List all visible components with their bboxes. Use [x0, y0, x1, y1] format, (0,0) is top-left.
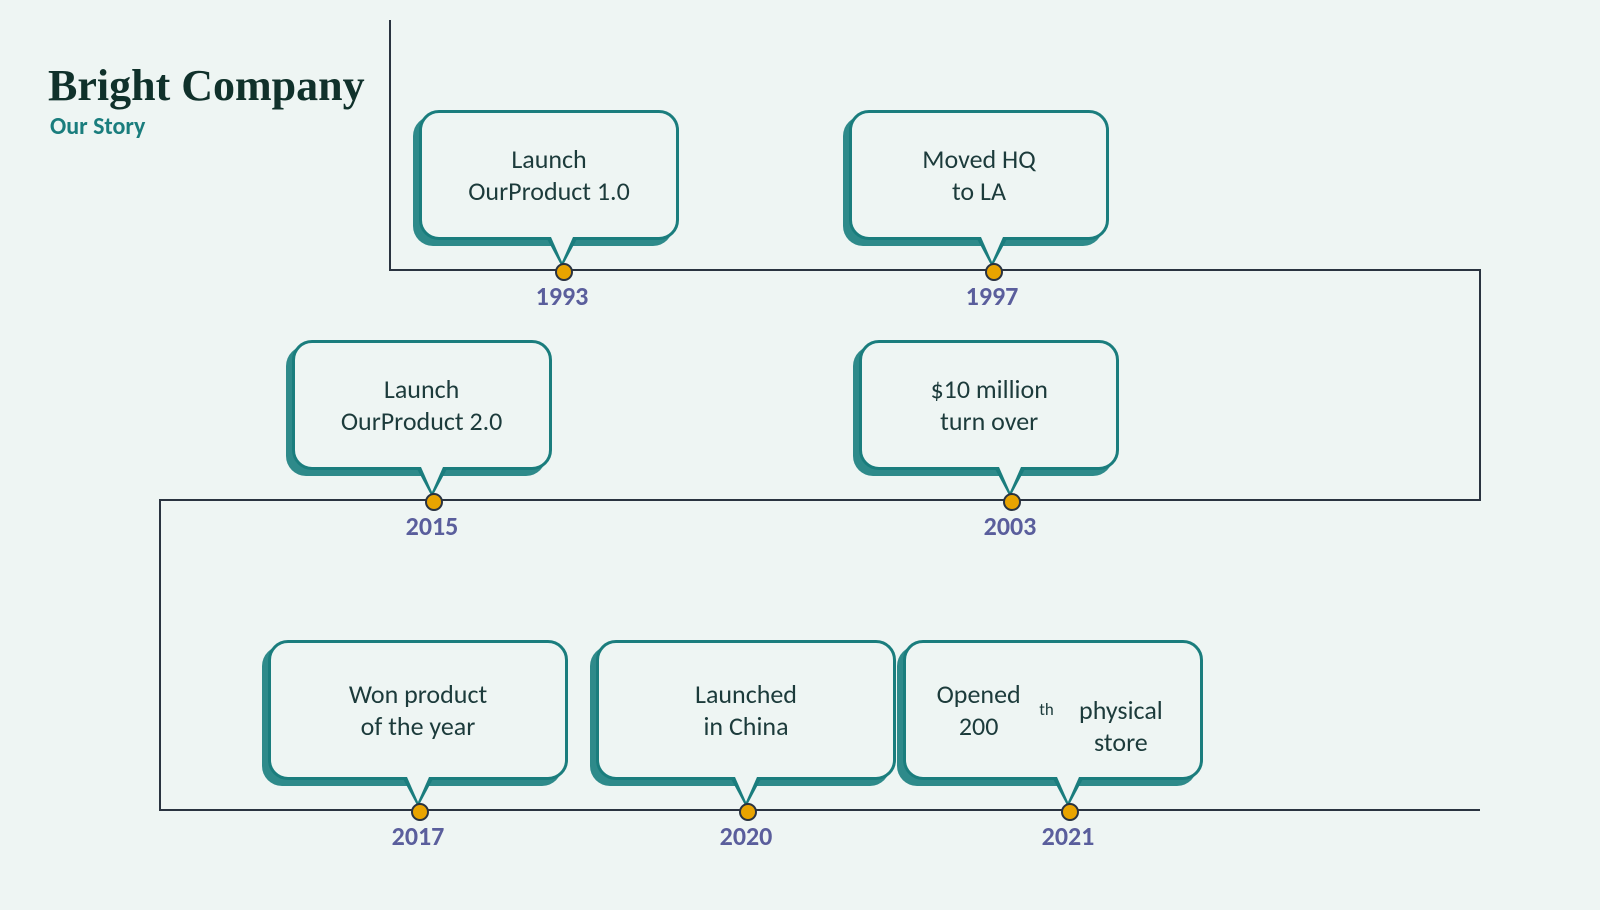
timeline-dot	[985, 263, 1003, 281]
event-bubble: Won productof the year	[268, 640, 568, 780]
timeline-year: 2003	[950, 510, 1070, 542]
timeline-year: 1997	[932, 280, 1052, 312]
event-bubble: Opened 200thphysical store	[903, 640, 1203, 780]
timeline-dot	[425, 493, 443, 511]
event-bubble: Moved HQto LA	[849, 110, 1109, 240]
timeline-event: Launchedin China	[596, 640, 896, 780]
timeline-year: 1993	[502, 280, 622, 312]
timeline-event: Moved HQto LA	[849, 110, 1109, 240]
timeline-event: LaunchOurProduct 1.0	[419, 110, 679, 240]
timeline-infographic: Bright CompanyOur StoryLaunchOurProduct …	[0, 0, 1600, 910]
timeline-dot	[1061, 803, 1079, 821]
timeline-event: $10 millionturn over	[859, 340, 1119, 470]
timeline-dot	[555, 263, 573, 281]
timeline-year: 2020	[686, 820, 806, 852]
event-bubble: LaunchOurProduct 1.0	[419, 110, 679, 240]
timeline-dot	[1003, 493, 1021, 511]
timeline-dot	[739, 803, 757, 821]
timeline-year: 2021	[1008, 820, 1128, 852]
event-bubble: Launchedin China	[596, 640, 896, 780]
event-bubble: $10 millionturn over	[859, 340, 1119, 470]
timeline-event: Opened 200thphysical store	[903, 640, 1203, 780]
timeline-event: LaunchOurProduct 2.0	[292, 340, 552, 470]
timeline-year: 2017	[358, 820, 478, 852]
timeline-dot	[411, 803, 429, 821]
timeline-year: 2015	[372, 510, 492, 542]
event-bubble: LaunchOurProduct 2.0	[292, 340, 552, 470]
timeline-event: Won productof the year	[268, 640, 568, 780]
